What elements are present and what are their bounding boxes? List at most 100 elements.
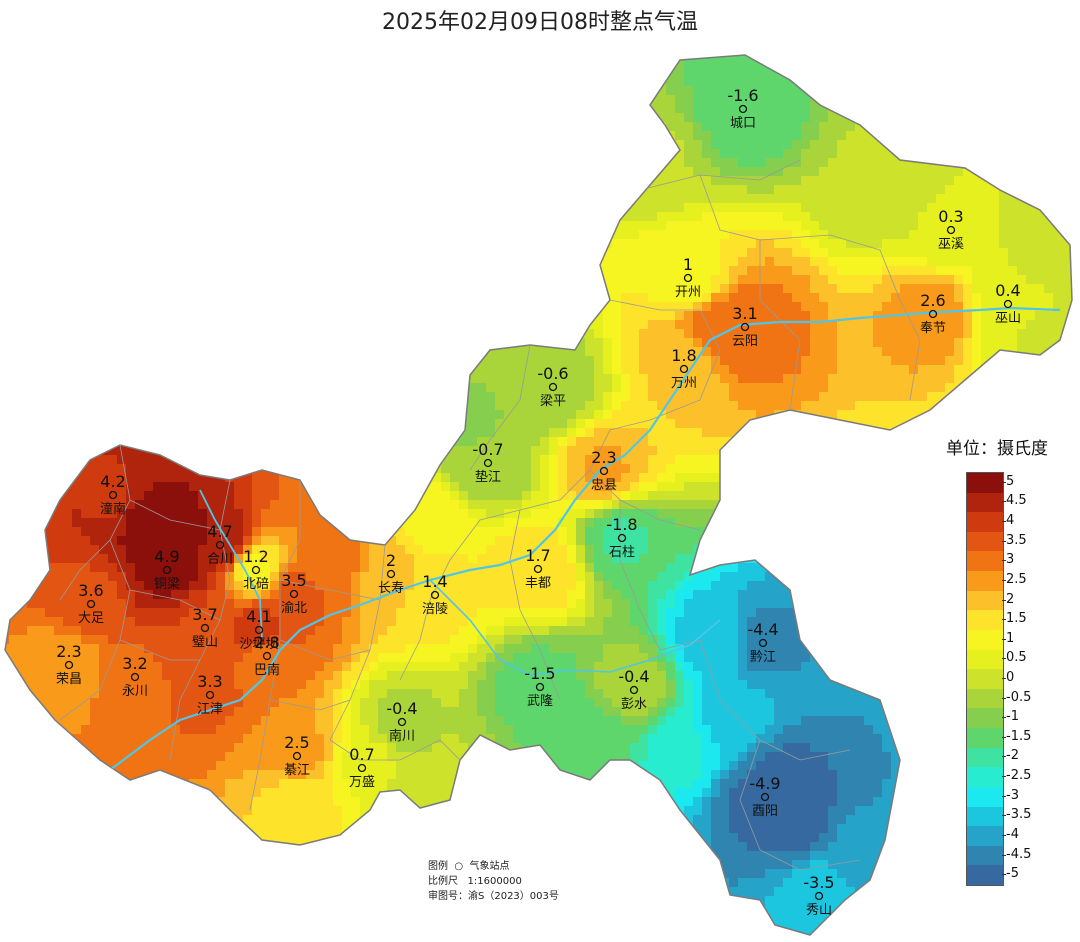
temperature-cell	[567, 185, 577, 195]
temperature-cell	[81, 167, 91, 177]
temperature-cell	[1053, 55, 1063, 60]
temperature-cell	[882, 131, 892, 141]
temperature-cell	[540, 374, 550, 384]
temperature-cell	[765, 95, 775, 105]
temperature-cell	[441, 356, 451, 366]
temperature-cell	[189, 320, 199, 330]
temperature-cell	[756, 302, 766, 312]
temperature-cell	[189, 203, 199, 213]
temperature-cell	[72, 392, 82, 402]
temperature-cell	[450, 248, 460, 258]
temperature-cell	[1035, 194, 1045, 204]
temperature-cell	[351, 266, 361, 276]
temperature-cell	[243, 356, 253, 366]
temperature-cell	[234, 311, 244, 321]
temperature-cell	[720, 275, 730, 285]
temperature-cell	[405, 419, 415, 429]
temperature-cell	[405, 284, 415, 294]
temperature-cell	[72, 55, 82, 60]
temperature-cell	[1062, 68, 1072, 78]
temperature-cell	[693, 122, 703, 132]
temperature-cell	[81, 320, 91, 330]
temperature-cell	[432, 347, 442, 357]
temperature-cell	[918, 248, 928, 258]
temperature-cell	[549, 401, 559, 411]
temperature-cell	[90, 149, 100, 159]
temperature-cell	[855, 158, 865, 168]
temperature-cell	[684, 311, 694, 321]
temperature-cell	[63, 374, 73, 384]
temperature-cell	[459, 55, 469, 60]
temperature-cell	[999, 284, 1009, 294]
temperature-cell	[54, 113, 64, 123]
temperature-cell	[180, 185, 190, 195]
temperature-cell	[621, 347, 631, 357]
temperature-cell	[468, 149, 478, 159]
temperature-cell	[1044, 176, 1054, 186]
temperature-cell	[387, 86, 397, 96]
temperature-cell	[468, 293, 478, 303]
temperature-cell	[459, 419, 469, 429]
temperature-cell	[918, 302, 928, 312]
temperature-cell	[342, 230, 352, 240]
temperature-cell	[531, 356, 541, 366]
temperature-cell	[783, 95, 793, 105]
temperature-cell	[585, 113, 595, 123]
temperature-cell	[486, 230, 496, 240]
temperature-cell	[378, 59, 388, 69]
temperature-cell	[144, 419, 154, 429]
temperature-cell	[441, 302, 451, 312]
temperature-cell	[576, 392, 586, 402]
temperature-cell	[864, 401, 874, 411]
temperature-cell	[441, 410, 451, 420]
temperature-cell	[315, 248, 325, 258]
temperature-cell	[891, 347, 901, 357]
temperature-cell	[297, 239, 307, 249]
temperature-cell	[639, 338, 649, 348]
temperature-cell	[801, 401, 811, 411]
temperature-cell	[558, 59, 568, 69]
temperature-cell	[396, 77, 406, 87]
temperature-cell	[873, 176, 883, 186]
temperature-cell	[855, 104, 865, 114]
temperature-cell	[1053, 95, 1063, 105]
temperature-cell	[792, 113, 802, 123]
temperature-cell	[306, 194, 316, 204]
temperature-cell	[873, 257, 883, 267]
temperature-cell	[801, 131, 811, 141]
temperature-cell	[531, 419, 541, 429]
temperature-cell	[225, 212, 235, 222]
temperature-cell	[270, 392, 280, 402]
temperature-cell	[567, 410, 577, 420]
temperature-cell	[684, 194, 694, 204]
temperature-cell	[351, 176, 361, 186]
temperature-cell	[819, 167, 829, 177]
temperature-cell	[819, 203, 829, 213]
temperature-cell	[684, 176, 694, 186]
temperature-cell	[1017, 59, 1027, 69]
temperature-cell	[720, 55, 730, 60]
temperature-cell	[819, 248, 829, 258]
temperature-cell	[612, 131, 622, 141]
temperature-cell	[900, 266, 910, 276]
temperature-cell	[900, 392, 910, 402]
temperature-cell	[648, 194, 658, 204]
temperature-cell	[9, 374, 19, 384]
temperature-cell	[261, 203, 271, 213]
temperature-cell	[432, 266, 442, 276]
temperature-cell	[657, 149, 667, 159]
temperature-cell	[288, 419, 298, 429]
temperature-cell	[549, 194, 559, 204]
temperature-cell	[954, 113, 964, 123]
temperature-cell	[540, 113, 550, 123]
temperature-cell	[531, 203, 541, 213]
temperature-cell	[972, 185, 982, 195]
temperature-cell	[792, 293, 802, 303]
temperature-cell	[153, 338, 163, 348]
temperature-cell	[918, 329, 928, 339]
temperature-cell	[477, 167, 487, 177]
temperature-cell	[1071, 149, 1072, 159]
temperature-cell	[504, 356, 514, 366]
temperature-cell	[99, 374, 109, 384]
temperature-cell	[792, 311, 802, 321]
